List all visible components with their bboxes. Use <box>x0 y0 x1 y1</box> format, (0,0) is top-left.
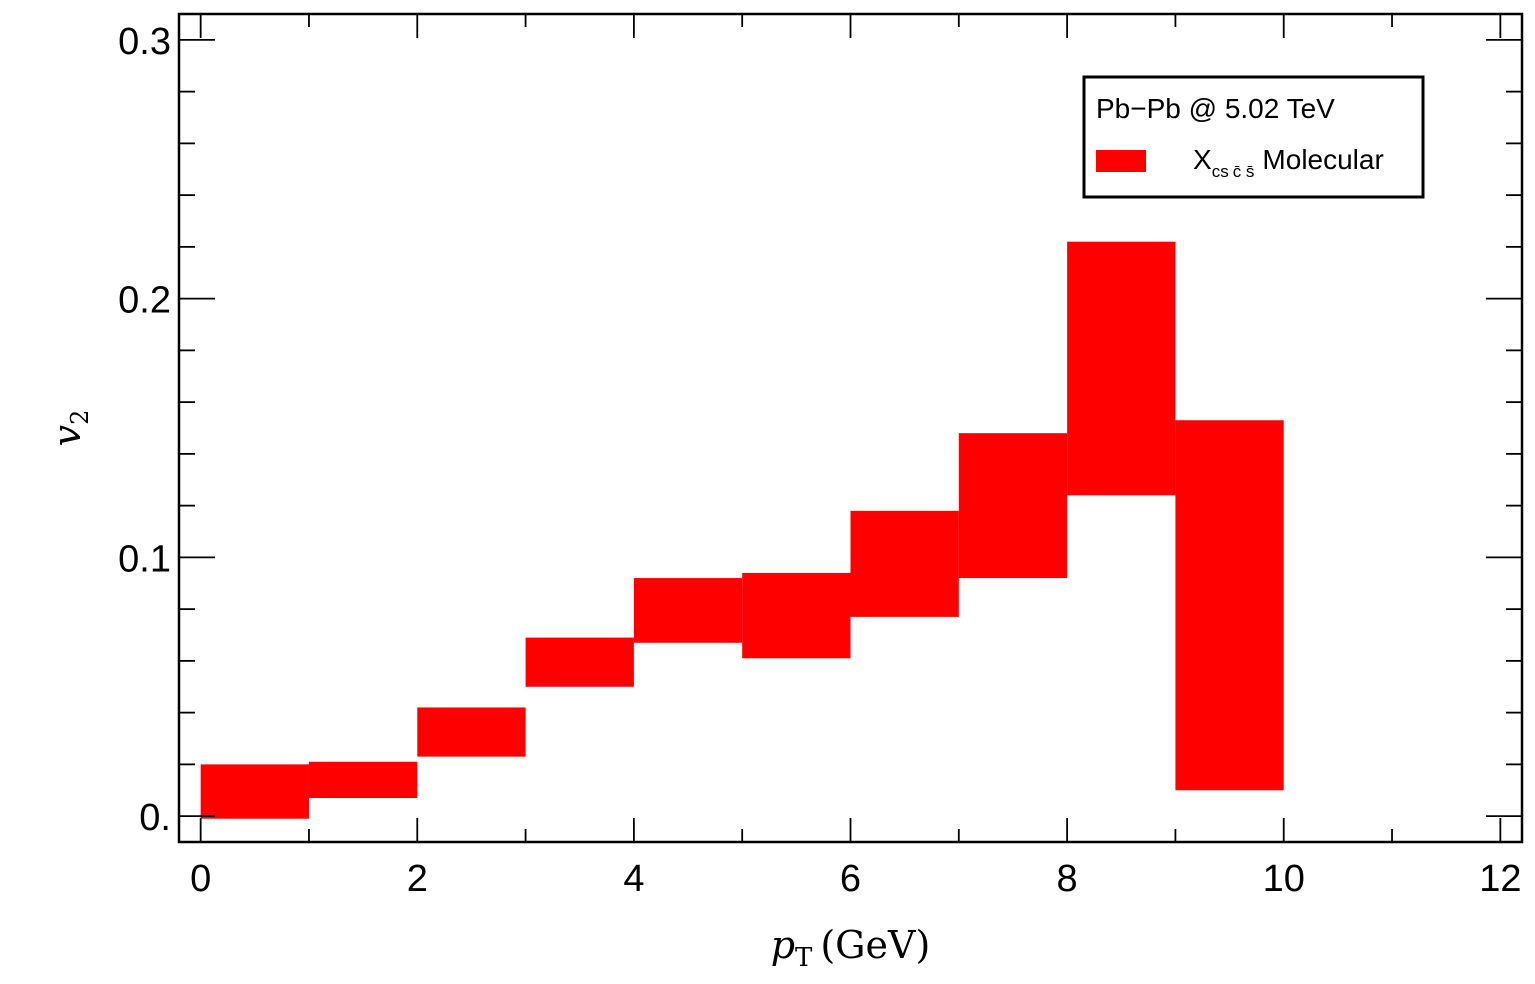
x-tick-labels: 0 2 4 6 8 10 12 <box>190 858 1521 900</box>
x-axis-title-main: p <box>771 923 795 967</box>
y-tick-label: 0.3 <box>118 21 171 63</box>
legend-entry-label: Xcs c̄ s̄ Molecular <box>1193 144 1384 181</box>
y-tick-label: 0.2 <box>118 280 171 322</box>
x-tick-label: 4 <box>623 858 644 900</box>
band-bin-0 <box>200 764 309 819</box>
band-bin-2 <box>417 707 526 757</box>
y-tick-label: 0.1 <box>118 538 171 580</box>
legend-box <box>1082 75 1425 199</box>
legend-header: Pb−Pb @ 5.02 TeV <box>1096 93 1335 124</box>
band-bin-4 <box>633 578 743 643</box>
band-bin-7 <box>958 433 1068 579</box>
y-axis-title: v2 <box>45 410 94 447</box>
legend-entry-sub-bar: c̄ s̄ <box>1233 162 1255 181</box>
band-bin-6 <box>850 510 959 617</box>
legend-entry-main: X <box>1193 144 1212 175</box>
x-tick-label: 10 <box>1263 858 1305 900</box>
band-bin-3 <box>525 637 634 687</box>
x-axis-title-sub: T <box>795 943 813 973</box>
legend-entry-rest: Molecular <box>1262 144 1383 175</box>
x-tick-label: 6 <box>840 858 861 900</box>
legend-entry-sub: cs <box>1212 162 1229 181</box>
x-tick-label: 0 <box>190 858 211 900</box>
x-tick-label: 8 <box>1057 858 1078 900</box>
band-layer <box>200 241 1284 819</box>
tick-layer <box>179 14 1522 842</box>
band-bin-1 <box>308 761 418 799</box>
band-bin-5 <box>742 572 851 659</box>
band-bin-8 <box>1067 241 1176 496</box>
x-axis-title-unit: (GeV) <box>820 923 930 967</box>
legend-swatch <box>1096 150 1146 172</box>
band-bin-9 <box>1175 420 1284 791</box>
y-axis-title-sub: 2 <box>66 410 94 425</box>
y-tick-label: 0. <box>139 797 171 839</box>
y-tick-labels: 0. 0.1 0.2 0.3 <box>118 21 171 839</box>
legend: Pb−Pb @ 5.02 TeV Xcs c̄ s̄ Molecular <box>1082 75 1425 199</box>
x-tick-label: 12 <box>1479 858 1521 900</box>
y-axis-title-main: v <box>45 424 89 446</box>
plot-frame <box>177 12 1524 844</box>
x-tick-label: 2 <box>407 858 428 900</box>
x-axis-title: pT (GeV) <box>771 923 931 973</box>
